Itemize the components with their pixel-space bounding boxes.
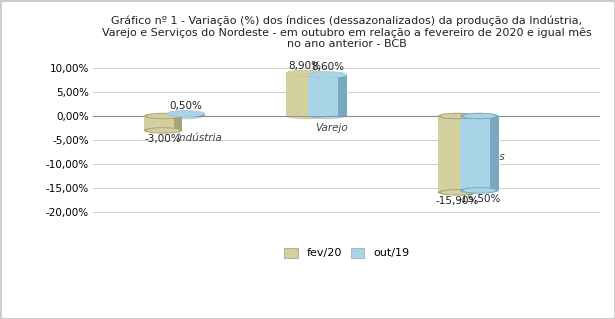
Ellipse shape	[286, 70, 324, 77]
Text: -15,50%: -15,50%	[458, 194, 501, 204]
Ellipse shape	[166, 113, 205, 119]
Ellipse shape	[144, 127, 183, 134]
Ellipse shape	[311, 72, 344, 77]
Ellipse shape	[463, 114, 496, 118]
Text: 0,50%: 0,50%	[169, 101, 202, 111]
Title: Gráfico nº 1 - Variação (%) dos índices (dessazonalizados) da produção da Indúst: Gráfico nº 1 - Variação (%) dos índices …	[101, 15, 592, 49]
Ellipse shape	[438, 113, 477, 119]
Ellipse shape	[147, 128, 180, 133]
Bar	[490, 116, 499, 190]
Legend: fev/20, out/19: fev/20, out/19	[281, 244, 412, 262]
Text: -3,00%: -3,00%	[145, 134, 181, 144]
Ellipse shape	[288, 71, 322, 76]
Ellipse shape	[441, 190, 474, 195]
Ellipse shape	[308, 71, 347, 78]
Bar	[286, 73, 324, 116]
Ellipse shape	[308, 71, 347, 78]
Ellipse shape	[169, 111, 202, 116]
Ellipse shape	[308, 113, 347, 119]
Text: Indústria: Indústria	[177, 133, 223, 143]
Ellipse shape	[438, 189, 477, 196]
Ellipse shape	[460, 187, 499, 194]
Text: 8,60%: 8,60%	[311, 62, 344, 72]
Ellipse shape	[441, 114, 474, 118]
Ellipse shape	[286, 113, 324, 119]
Text: Varejo: Varejo	[315, 123, 347, 133]
Ellipse shape	[144, 113, 183, 119]
Bar	[308, 75, 347, 116]
Text: Serviços: Serviços	[461, 152, 506, 162]
Ellipse shape	[147, 114, 180, 118]
Ellipse shape	[460, 113, 499, 119]
Text: 8,90%: 8,90%	[288, 61, 322, 71]
Ellipse shape	[166, 110, 205, 117]
Bar	[438, 116, 477, 192]
Bar	[460, 116, 499, 190]
Ellipse shape	[463, 188, 496, 193]
Ellipse shape	[286, 70, 324, 77]
Ellipse shape	[166, 110, 205, 117]
Bar	[174, 116, 183, 130]
Bar	[196, 114, 205, 116]
Bar	[468, 116, 477, 192]
Text: -15,90%: -15,90%	[435, 196, 478, 206]
Bar	[166, 114, 205, 116]
Bar	[144, 116, 183, 130]
Bar	[338, 75, 347, 116]
Bar	[316, 73, 324, 116]
